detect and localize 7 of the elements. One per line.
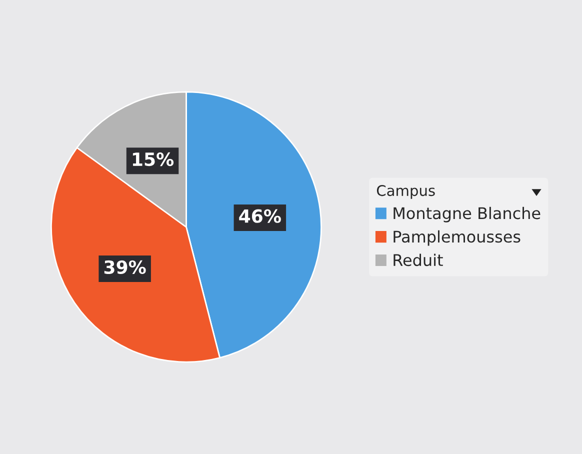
data-label: 15% [132,152,174,166]
legend-label: Pamplemousses [394,230,520,246]
data-label: 39% [104,260,146,274]
legend-label: Reduit [394,254,443,266]
legend-label: Montagne Blanche [394,206,540,222]
data-label: 46% [239,209,281,223]
legend-title: Campus [376,185,435,199]
